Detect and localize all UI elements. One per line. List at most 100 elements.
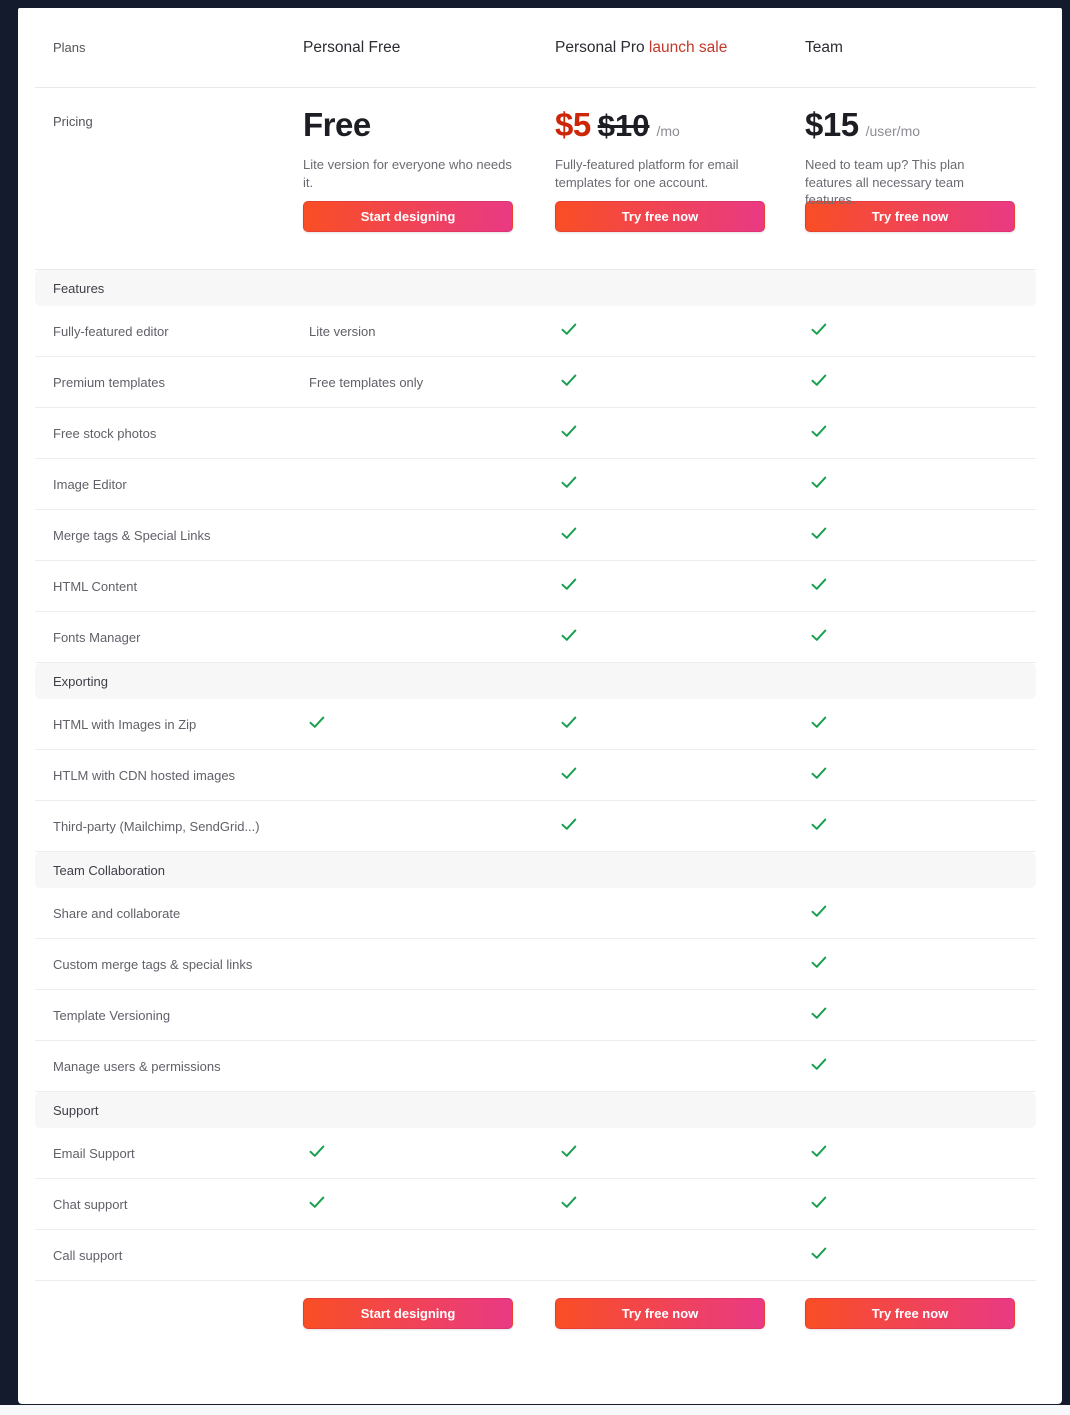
pricing-table: Plans Personal Free Personal Pro launch …	[35, 8, 1036, 1329]
check-icon	[309, 1145, 325, 1157]
footer-try-free-now-button-pro[interactable]: Try free now	[555, 1298, 765, 1329]
feature-cell	[303, 1196, 555, 1212]
feature-cell	[805, 1145, 1036, 1161]
table-row: Fully-featured editor Lite version	[35, 306, 1036, 357]
table-row: Custom merge tags & special links	[35, 939, 1036, 990]
feature-cell	[805, 476, 1036, 492]
table-row: Merge tags & Special Links	[35, 510, 1036, 561]
feature-label: HTML with Images in Zip	[53, 716, 197, 732]
feature-cell	[805, 1196, 1036, 1212]
section-header: Exporting	[35, 663, 1036, 699]
check-icon	[811, 1007, 827, 1019]
check-icon	[561, 767, 577, 779]
pricing-page: Plans Personal Free Personal Pro launch …	[18, 8, 1062, 1404]
footer-try-free-now-button-team[interactable]: Try free now	[805, 1298, 1015, 1329]
table-row: Third-party (Mailchimp, SendGrid...)	[35, 801, 1036, 852]
feature-label: Chat support	[53, 1196, 128, 1212]
footer-start-designing-button[interactable]: Start designing	[303, 1298, 513, 1329]
price-line: Free	[303, 106, 555, 148]
feature-label: Premium templates	[53, 374, 165, 390]
feature-cell	[555, 527, 805, 543]
feature-cell	[555, 323, 805, 339]
feature-cell	[555, 818, 805, 834]
check-icon	[309, 716, 325, 728]
feature-cell	[805, 323, 1036, 339]
check-icon	[309, 1196, 325, 1208]
section-title: Features	[53, 280, 105, 296]
feature-label: HTML Content	[53, 578, 138, 594]
check-icon	[561, 578, 577, 590]
price-free: Free	[303, 106, 371, 143]
section-header: Support	[35, 1092, 1036, 1128]
footer-cell-personal-free: Start designing	[303, 1298, 555, 1329]
feature-label: Email Support	[53, 1145, 135, 1161]
feature-cell	[805, 1247, 1036, 1263]
check-icon	[561, 323, 577, 335]
feature-cell	[805, 629, 1036, 645]
feature-cell	[555, 716, 805, 732]
check-icon	[811, 767, 827, 779]
bottom-strip	[0, 1405, 1070, 1415]
plan-description: Need to team up? This plan features all …	[805, 157, 965, 208]
table-row: Manage users & permissions	[35, 1041, 1036, 1092]
feature-label: Fonts Manager	[53, 629, 141, 645]
table-row: Call support	[35, 1230, 1036, 1281]
check-icon	[561, 425, 577, 437]
feature-cell	[303, 716, 555, 732]
feature-cell	[555, 374, 805, 390]
feature-cell	[555, 629, 805, 645]
plan-header-personal-pro: Personal Pro launch sale	[555, 39, 805, 57]
check-icon	[811, 629, 827, 641]
check-icon	[811, 374, 827, 386]
table-row: Share and collaborate	[35, 888, 1036, 939]
feature-label: Manage users & permissions	[53, 1058, 221, 1074]
plans-label: Plans	[53, 40, 86, 55]
section-title: Support	[53, 1102, 99, 1118]
feature-cell	[555, 767, 805, 783]
feature-cell	[805, 716, 1036, 732]
feature-cell	[805, 956, 1036, 972]
plan-header-personal-pro-name: Personal Pro	[555, 38, 645, 56]
try-free-now-button-team[interactable]: Try free now	[805, 201, 1015, 232]
feature-cell	[805, 1007, 1036, 1023]
check-icon	[811, 1058, 827, 1070]
feature-cell	[805, 1058, 1036, 1074]
feature-cell: Lite version	[309, 323, 376, 339]
check-icon	[561, 374, 577, 386]
table-row: Template Versioning	[35, 990, 1036, 1041]
feature-cell	[555, 425, 805, 441]
table-row: Email Support	[35, 1128, 1036, 1179]
check-icon	[811, 1196, 827, 1208]
check-icon	[811, 818, 827, 830]
start-designing-button[interactable]: Start designing	[303, 201, 513, 232]
feature-cell	[805, 905, 1036, 921]
feature-cell	[303, 1145, 555, 1161]
pricing-cell-personal-pro: $5 $10 /mo Fully-featured platform for e…	[555, 88, 805, 269]
table-row: HTLM with CDN hosted images	[35, 750, 1036, 801]
pricing-label: Pricing	[53, 114, 93, 129]
check-icon	[811, 956, 827, 968]
check-icon	[561, 818, 577, 830]
try-free-now-button-pro[interactable]: Try free now	[555, 201, 765, 232]
check-icon	[561, 1196, 577, 1208]
check-icon	[811, 716, 827, 728]
plan-header-personal-free: Personal Free	[303, 38, 401, 56]
footer-cta-row: Start designing Try free now Try free no…	[35, 1281, 1036, 1329]
feature-cell	[805, 767, 1036, 783]
footer-spacer	[35, 1298, 303, 1329]
section-title: Team Collaboration	[53, 862, 166, 878]
check-icon	[811, 905, 827, 917]
feature-label: Fully-featured editor	[53, 323, 169, 339]
price-team: $15	[805, 106, 859, 143]
check-icon	[811, 425, 827, 437]
plan-description: Lite version for everyone who needs it.	[303, 157, 512, 190]
feature-label: Free stock photos	[53, 425, 157, 441]
check-icon	[561, 716, 577, 728]
check-icon	[811, 1247, 827, 1259]
check-icon	[561, 527, 577, 539]
table-row: Free stock photos	[35, 408, 1036, 459]
feature-label: Call support	[53, 1247, 123, 1263]
feature-label: Third-party (Mailchimp, SendGrid...)	[53, 818, 260, 834]
check-icon	[811, 578, 827, 590]
plan-description: Fully-featured platform for email templa…	[555, 157, 739, 190]
